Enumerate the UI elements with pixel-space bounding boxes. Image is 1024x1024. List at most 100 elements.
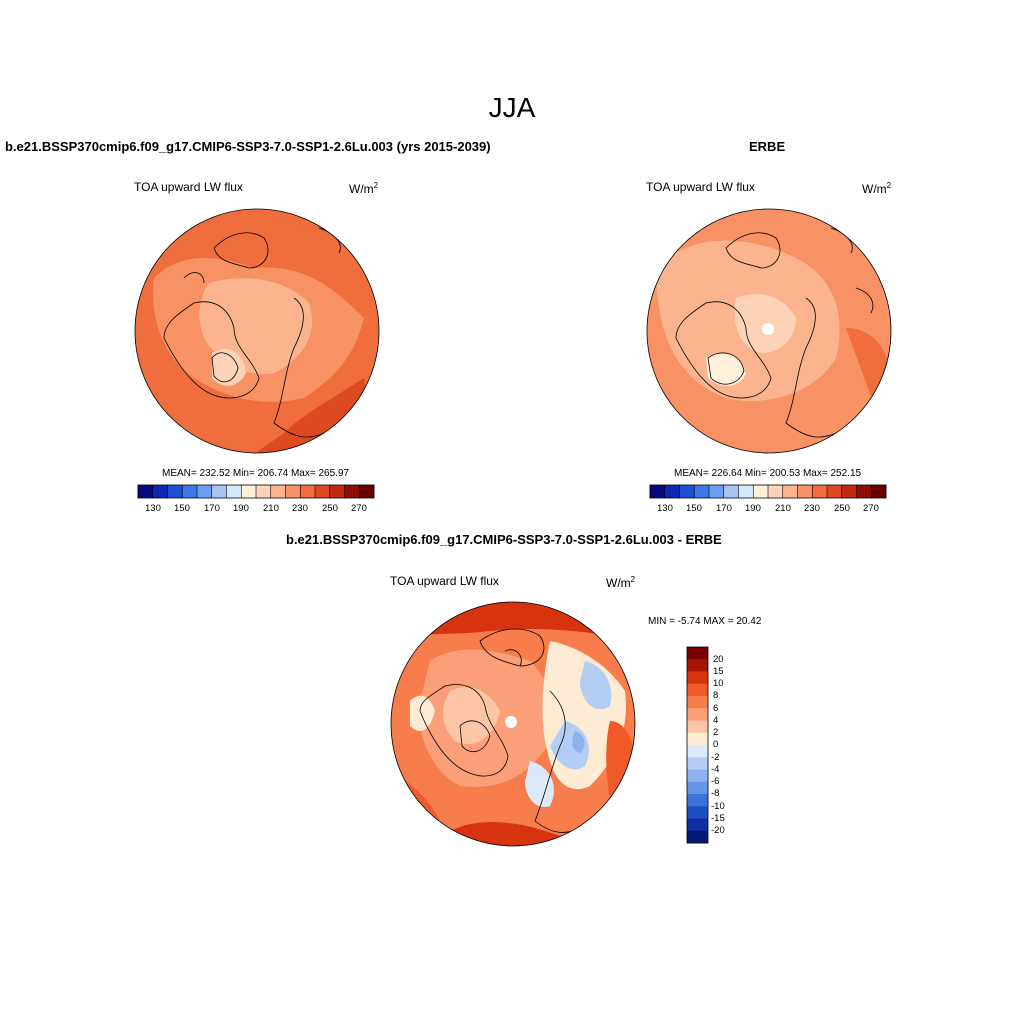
panel-2-polar-map xyxy=(646,208,892,454)
colorbar-swatch xyxy=(359,485,375,498)
panel-1-variable-label: TOA upward LW flux xyxy=(134,180,243,194)
colorbar-swatch xyxy=(687,720,708,734)
panel-2-coastlines xyxy=(675,227,874,438)
colorbar-swatch xyxy=(329,485,345,498)
colorbar-swatch xyxy=(226,485,242,498)
panel-1-units: W/m2 xyxy=(349,181,379,196)
colorbar-swatch xyxy=(197,485,213,498)
panel-2-title: ERBE xyxy=(749,139,786,154)
colorbar-swatch xyxy=(709,485,725,498)
panel-3-variable-label: TOA upward LW flux xyxy=(390,574,499,588)
panel-1-coastlines xyxy=(163,227,341,438)
panel-2-colorbar-label: 250 xyxy=(834,503,850,514)
colorbar-swatch xyxy=(650,485,666,498)
panel-1-stats: MEAN= 232.52 Min= 206.74 Max= 265.97 xyxy=(162,468,350,479)
panel-3-colorbar-label: -10 xyxy=(711,801,725,812)
panel-1-colorbar-label: 210 xyxy=(263,503,279,514)
panel-3-stats: MIN = -5.74 MAX = 20.42 xyxy=(648,616,762,627)
colorbar-swatch xyxy=(167,485,183,498)
colorbar-swatch xyxy=(687,830,708,844)
colorbar-swatch xyxy=(211,485,227,498)
colorbar-swatch xyxy=(738,485,754,498)
panel-2-units: W/m2 xyxy=(862,181,892,196)
panel-3-colorbar xyxy=(686,646,709,844)
colorbar-swatch xyxy=(687,683,708,697)
panel-2-colorbar xyxy=(649,484,887,499)
colorbar-swatch xyxy=(687,781,708,795)
panel-3-colorbar-label: 8 xyxy=(713,690,719,701)
colorbar-swatch xyxy=(841,485,857,498)
panel-3-units: W/m2 xyxy=(606,575,636,590)
colorbar-swatch xyxy=(687,647,708,660)
colorbar-swatch xyxy=(138,485,154,498)
panel-3-colorbar-label: 20 xyxy=(713,654,724,665)
colorbar-swatch xyxy=(256,485,272,498)
colorbar-swatch xyxy=(664,485,680,498)
panel-2-colorbar-label: 270 xyxy=(863,503,879,514)
colorbar-swatch xyxy=(241,485,257,498)
panel-3-colorbar-label: -20 xyxy=(711,825,725,836)
colorbar-swatch xyxy=(687,745,708,758)
panel-3-colorbar-label: -15 xyxy=(711,813,725,824)
colorbar-swatch xyxy=(827,485,843,498)
colorbar-swatch xyxy=(687,769,708,783)
colorbar-swatch xyxy=(768,485,784,498)
panel-2-colorbar-label: 130 xyxy=(657,503,673,514)
panel-2-variable-label: TOA upward LW flux xyxy=(646,180,755,194)
panel-1-colorbar-label: 250 xyxy=(322,503,338,514)
colorbar-swatch xyxy=(856,485,872,498)
colorbar-swatch xyxy=(687,794,708,807)
colorbar-swatch xyxy=(871,485,887,498)
colorbar-swatch xyxy=(812,485,828,498)
panel-3-colorbar-label: -4 xyxy=(711,764,720,775)
colorbar-swatch xyxy=(687,696,708,709)
panel-3-colorbar-label: 0 xyxy=(713,739,719,750)
colorbar-swatch xyxy=(182,485,198,498)
panel-2-colorbar-label: 230 xyxy=(804,503,820,514)
colorbar-swatch xyxy=(687,671,708,685)
colorbar-swatch xyxy=(687,732,708,746)
colorbar-swatch xyxy=(687,806,708,819)
panel-1-polar-map xyxy=(134,208,380,454)
colorbar-swatch xyxy=(344,485,360,498)
panel-3-colorbar-label: 6 xyxy=(713,703,719,714)
colorbar-swatch xyxy=(753,485,769,498)
panel-2-colorbar-label: 170 xyxy=(716,503,732,514)
colorbar-swatch xyxy=(679,485,695,498)
colorbar-swatch xyxy=(694,485,710,498)
main-title: JJA xyxy=(488,92,536,123)
panel-1-colorbar-label: 270 xyxy=(351,503,367,514)
colorbar-swatch xyxy=(797,485,813,498)
colorbar-swatch xyxy=(687,757,708,770)
panel-1-title: b.e21.BSSP370cmip6.f09_g17.CMIP6-SSP3-7.… xyxy=(5,139,491,154)
panel-3-polar-map xyxy=(390,601,636,847)
panel-3-colorbar-label: -2 xyxy=(711,752,720,763)
panel-2-stats: MEAN= 226.64 Min= 200.53 Max= 252.15 xyxy=(674,468,862,479)
colorbar-swatch xyxy=(315,485,331,498)
panel-3-colorbar-label: -6 xyxy=(711,776,720,787)
colorbar-swatch xyxy=(723,485,739,498)
colorbar-swatch xyxy=(687,659,708,672)
colorbar-swatch xyxy=(300,485,316,498)
panel-2-colorbar-label: 210 xyxy=(775,503,791,514)
panel-3-colorbar-label: 15 xyxy=(713,666,724,677)
colorbar-swatch xyxy=(152,485,168,498)
panel-1-colorbar-label: 230 xyxy=(292,503,308,514)
panel-2-colorbar-label: 150 xyxy=(686,503,702,514)
panel-3-title: b.e21.BSSP370cmip6.f09_g17.CMIP6-SSP3-7.… xyxy=(286,532,722,547)
panel-3-coastlines xyxy=(419,628,586,833)
panel-3-colorbar-label: 10 xyxy=(713,678,724,689)
panel-2-colorbar-label: 190 xyxy=(745,503,761,514)
panel-3-colorbar-label: -8 xyxy=(711,788,720,799)
colorbar-swatch xyxy=(782,485,798,498)
panel-1-colorbar-label: 170 xyxy=(204,503,220,514)
colorbar-swatch xyxy=(270,485,286,498)
colorbar-swatch xyxy=(285,485,301,498)
panel-1-colorbar xyxy=(137,484,375,499)
colorbar-swatch xyxy=(687,818,708,832)
panel-1-colorbar-label: 130 xyxy=(145,503,161,514)
panel-3-colorbar-label: 2 xyxy=(713,727,719,738)
panel-3-colorbar-label: 4 xyxy=(713,715,719,726)
colorbar-swatch xyxy=(687,708,708,721)
panel-1-colorbar-label: 150 xyxy=(174,503,190,514)
